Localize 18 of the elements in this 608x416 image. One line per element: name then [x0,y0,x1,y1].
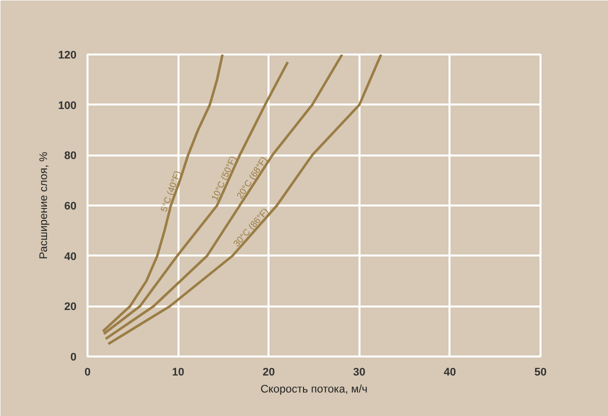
y-tick-label: 120 [58,50,77,62]
x-tick-label: 10 [172,366,184,378]
line-series [104,54,344,340]
x-axis-title: Скорость потока, м/ч [260,384,368,396]
y-tick-label: 40 [64,250,77,263]
y-tick-label: 0 [70,352,77,364]
x-tick-label: 50 [534,366,547,378]
line-series [107,54,382,346]
x-tick-label: 20 [262,366,275,378]
text: 5°C (40°F) [158,169,183,214]
y-tick-label: 100 [58,100,77,112]
y-tick-label: 80 [64,150,77,162]
x-tick-label: 30 [353,366,366,378]
y-axis-title: Расширение слоя, % [38,152,50,260]
y-tick-label: 20 [64,301,77,314]
y-tick-label: 60 [64,200,77,212]
x-tick-label: 0 [84,366,91,378]
x-tick-label: 40 [444,366,456,378]
